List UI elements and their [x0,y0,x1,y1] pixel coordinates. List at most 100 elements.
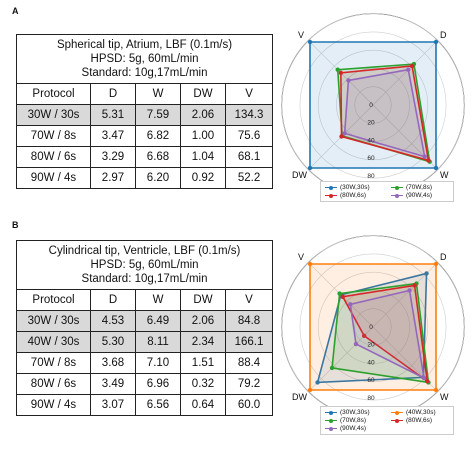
table-cell: 60.0 [224,394,274,416]
data-point [337,291,342,296]
table-title-line: HPSD: 5g, 60mL/min [90,259,199,271]
legend-item: (80W,6s) [325,192,383,199]
table-cell: 3.29 [90,146,136,168]
radar-grid-ring [354,308,392,346]
data-point [421,375,427,381]
legend-label: (80W,6s) [340,192,367,199]
legend-swatch [325,418,337,424]
radar-spoke [372,40,438,106]
table-cell: 88.4 [224,352,274,374]
data-point [315,380,320,385]
data-point [342,131,347,136]
table-cell: 6.49 [135,310,181,332]
data-point [335,67,340,72]
table-cell: 0.92 [180,167,226,189]
legend-swatch [391,418,403,424]
axis-label: D [440,252,447,262]
legend-swatch [391,185,403,191]
legend-item: (70W,8s) [325,417,383,424]
table-cell: 68.1 [224,146,274,168]
table-title: Spherical tip, Atrium, LBF (0.1m/s) HPSD… [15,34,274,84]
table-cell: 6.82 [135,125,181,147]
legend-swatch [325,193,337,199]
table-cell: 52.2 [224,167,274,189]
panel-a-table: Spherical tip, Atrium, LBF (0.1m/s) HPSD… [15,34,274,189]
table-title-line: HPSD: 5g, 60mL/min [90,53,199,65]
table-cell: 2.34 [180,331,226,353]
column-header: V [224,289,274,311]
table-cell: 2.06 [180,310,226,332]
radar-grid-ring [299,31,447,179]
table-title-line: Cylindrical tip, Ventricle, LBF (0.1m/s) [48,245,241,257]
table-cell: 90W / 4s [16,394,91,416]
data-point [433,261,439,267]
axis-label: DW [292,392,307,402]
axis-label: V [298,30,304,40]
radar-spoke [308,326,374,392]
radial-tick-label: 60 [367,155,375,162]
legend-a: (30W,30s) (70W,8s) (80W,6s) (90W,4s) [320,181,454,202]
panel-b-letter: B [12,220,19,230]
data-point [406,67,411,72]
table-cell: 75.6 [224,125,274,147]
radar-grid-ring [317,271,429,383]
table-cell: 2.97 [90,167,136,189]
table-cell: 166.1 [224,331,274,353]
data-point [329,365,335,371]
data-point [407,288,412,293]
data-point [433,39,439,45]
legend-item: (90W,4s) [325,425,383,432]
legend-label: (90W,4s) [340,425,367,432]
data-point [433,165,439,171]
table-cell: 7.59 [135,104,181,126]
data-point [339,134,344,139]
table-title-line: Standard: 10g,17mL/min [81,67,208,79]
table-row: 90W / 4s 3.07 6.56 0.64 60.0 [16,394,274,416]
table-cell: 5.30 [90,331,136,353]
legend-swatch [391,193,403,199]
table-cell: 8.11 [135,331,181,353]
table-row: 40W / 30s 5.30 8.11 2.34 166.1 [16,331,274,353]
table-title-line: Standard: 10g,17mL/min [81,273,208,285]
legend-item: (30W,30s) [325,409,383,416]
radial-tick-label: 0 [369,102,373,109]
column-header: Protocol [16,83,91,105]
legend-b: (30W,30s) (40W,30s) (70W,8s) (80W,6s) (90W,4… [320,406,454,435]
table-row: 30W / 30s 4.53 6.49 2.06 84.8 [16,310,274,332]
legend-swatch [325,426,337,432]
legend-item: (70W,8s) [391,184,449,191]
data-point [346,78,351,83]
radial-tick-label: 40 [367,359,375,366]
table-cell: 1.00 [180,125,226,147]
legend-label: (70W,8s) [340,417,367,424]
legend-item: (30W,30s) [325,184,383,191]
legend-item: (80W,6s) [391,417,449,424]
radial-tick-label: 20 [367,342,375,349]
radial-tick-label: 80 [367,173,375,180]
radial-tick-label: 40 [367,137,375,144]
table-row: 90W / 4s 2.97 6.20 0.92 52.2 [16,167,274,189]
data-point [353,341,359,347]
panel-b-table: Cylindrical tip, Ventricle, LBF (0.1m/s)… [15,240,274,416]
table-cell: 134.3 [224,104,274,126]
legend-label: (90W,4s) [406,192,433,199]
radar-spoke [372,104,438,170]
radar-grid-ring [317,49,429,161]
table-cell: 90W / 4s [16,167,91,189]
table-cell: 6.68 [135,146,181,168]
table-cell: 1.04 [180,146,226,168]
data-point [338,70,344,76]
axis-label: V [298,252,304,262]
table-row: 80W / 6s 3.29 6.68 1.04 68.1 [16,146,274,168]
data-point [307,387,313,393]
table-cell: 30W / 30s [16,104,91,126]
table-cell: 30W / 30s [16,310,91,332]
legend-swatch [325,410,337,416]
legend-label: (80W,6s) [406,417,433,424]
data-point [307,261,313,267]
table-cell: 7.10 [135,352,181,374]
table-cell: 6.56 [135,394,181,416]
table-row: 70W / 8s 3.68 7.10 1.51 88.4 [16,352,274,374]
data-point [348,302,353,307]
